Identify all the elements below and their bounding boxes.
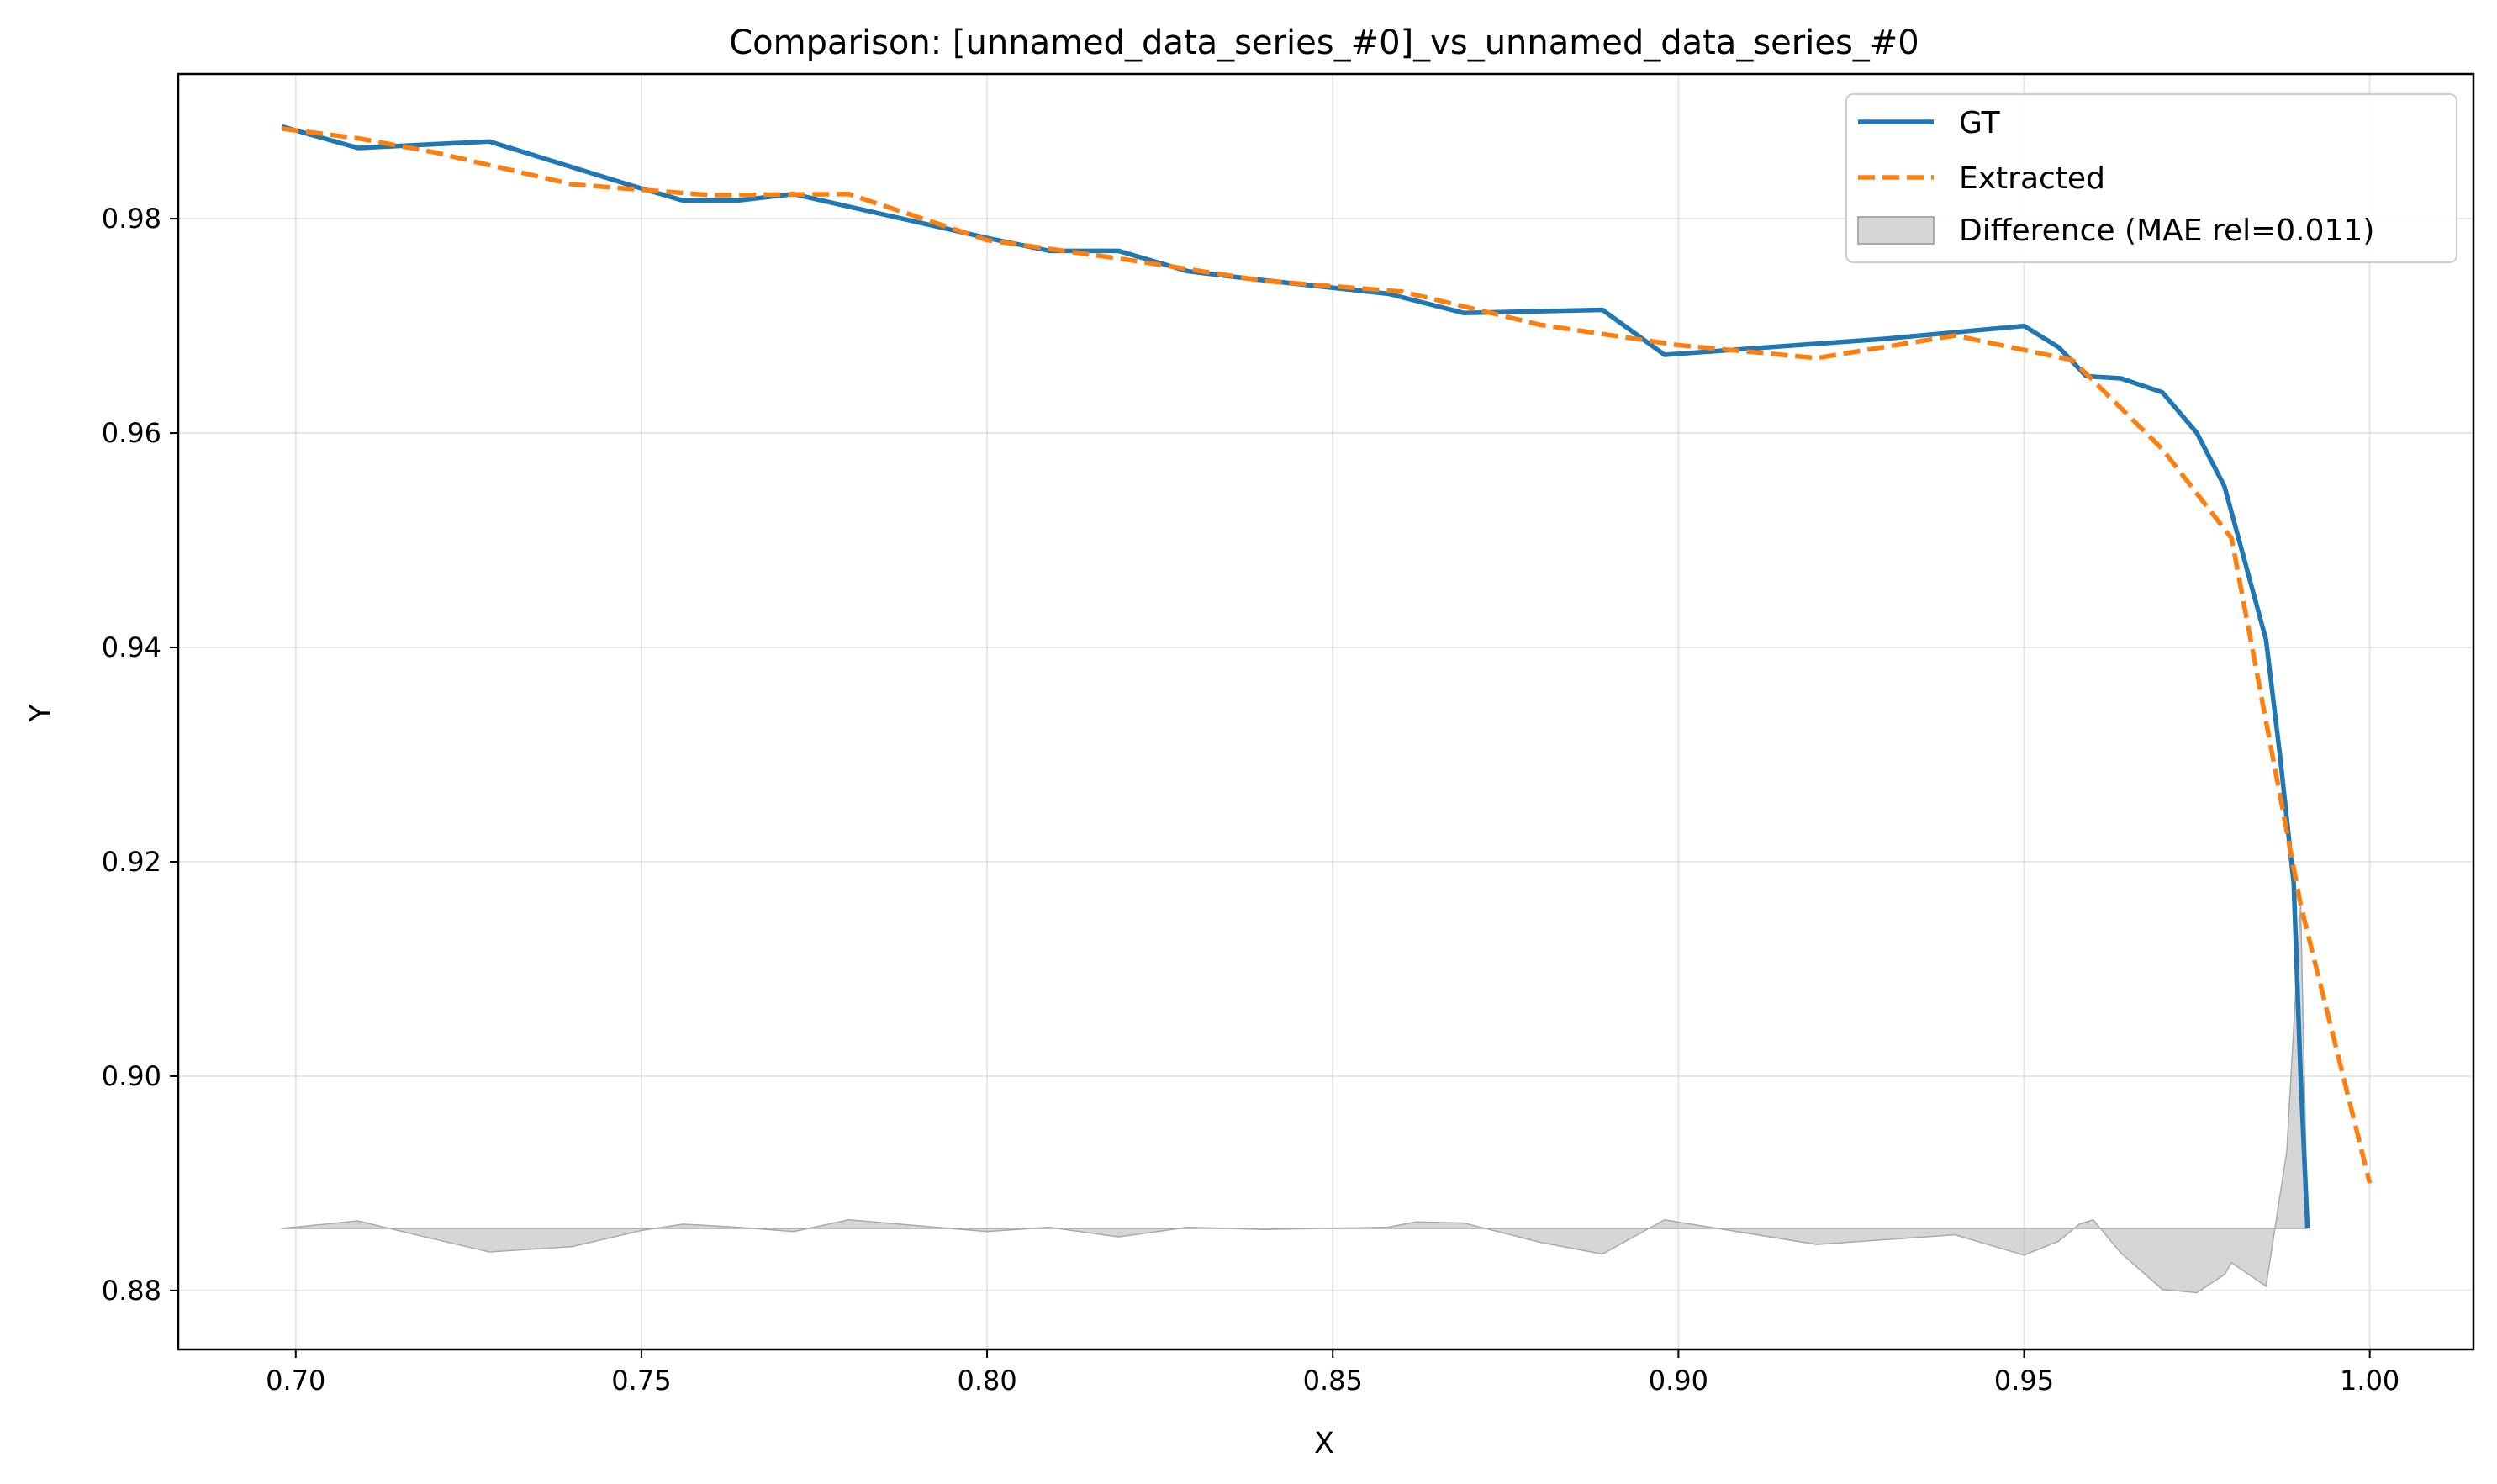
grid — [178, 74, 2473, 1349]
x-tick-label: 0.90 — [1649, 1365, 1708, 1397]
y-axis-title: Y — [24, 704, 58, 723]
series-line-extracted — [281, 126, 2373, 1185]
legend-box — [1845, 93, 2457, 263]
x-tick-label: 0.75 — [611, 1365, 671, 1397]
y-tick-label: 0.94 — [102, 631, 161, 663]
chart-title: Comparison: [unnamed_data_series_#0]_vs_… — [729, 24, 1919, 62]
series-layer — [281, 124, 2373, 1229]
x-tick-label: 0.95 — [1994, 1365, 2054, 1397]
y-tick-label: 0.88 — [102, 1275, 161, 1307]
x-tick-label: 0.85 — [1303, 1365, 1363, 1397]
legend-swatch-difference — [1857, 216, 1935, 245]
legend-label-extracted: Extracted — [1959, 161, 2105, 196]
difference-area-layer — [282, 904, 2309, 1294]
y-tick-label: 0.92 — [102, 846, 161, 878]
y-axis-ticks: 0.88 0.90 0.92 0.94 0.96 0.98 — [102, 203, 178, 1307]
legend-label-gt: GT — [1959, 106, 2001, 140]
plot-area-frame — [177, 72, 2475, 1351]
y-tick-label: 0.96 — [102, 417, 161, 449]
difference-area — [282, 904, 2309, 1294]
series-line-gt — [281, 124, 2310, 1229]
x-axis-ticks: 0.70 0.75 0.80 0.85 0.90 0.95 1.00 — [266, 1349, 2399, 1397]
x-tick-label: 1.00 — [2340, 1365, 2399, 1397]
x-tick-label: 0.70 — [266, 1365, 325, 1397]
legend-label-difference: Difference (MAE rel=0.011) — [1959, 214, 2374, 248]
x-tick-label: 0.80 — [957, 1365, 1016, 1397]
x-axis-title: X — [1314, 1427, 1334, 1460]
y-tick-label: 0.98 — [102, 203, 161, 235]
legend: GT Extracted Difference (MAE rel=0.011) — [1845, 93, 2457, 263]
y-tick-label: 0.90 — [102, 1060, 161, 1092]
